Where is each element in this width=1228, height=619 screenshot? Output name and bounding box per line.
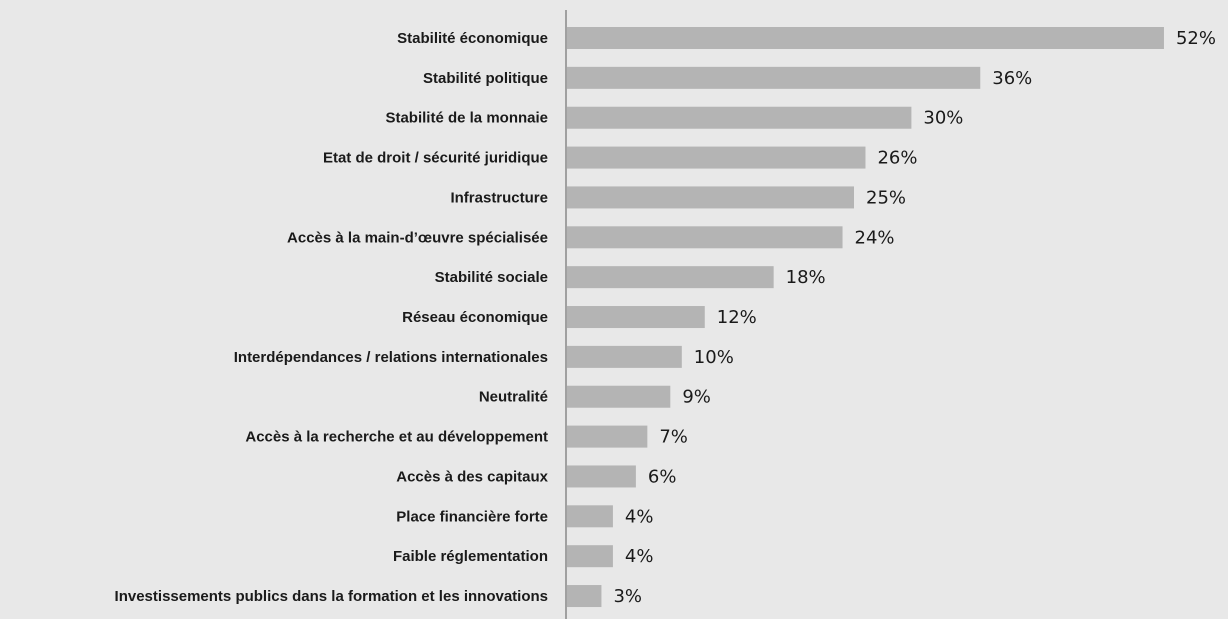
category-label: Stabilité économique xyxy=(397,30,548,47)
bar xyxy=(567,186,854,209)
bar xyxy=(567,266,774,289)
bar xyxy=(567,585,602,608)
bar xyxy=(567,345,682,368)
data-label: 3% xyxy=(613,586,642,607)
bar xyxy=(567,226,843,249)
data-label: 36% xyxy=(992,68,1032,89)
bar xyxy=(567,66,981,89)
category-label: Place financière forte xyxy=(396,508,548,525)
category-label: Infrastructure xyxy=(450,189,548,206)
data-label: 24% xyxy=(855,227,895,248)
category-label: Stabilité politique xyxy=(423,70,548,87)
category-label: Accès à la main-d’œuvre spécialisée xyxy=(287,229,548,246)
data-label: 30% xyxy=(923,108,963,129)
data-label: 25% xyxy=(866,187,906,208)
category-label: Réseau économique xyxy=(402,309,548,326)
category-label: Etat de droit / sécurité juridique xyxy=(323,150,548,167)
bar xyxy=(567,545,613,568)
category-label: Stabilité de la monnaie xyxy=(385,110,548,127)
bar xyxy=(567,27,1164,49)
bar xyxy=(567,146,866,169)
data-label: 7% xyxy=(659,427,688,448)
bar xyxy=(567,465,636,488)
category-label: Stabilité sociale xyxy=(435,269,548,286)
bar xyxy=(567,505,613,528)
category-label: Investissements publics dans la formatio… xyxy=(115,588,548,605)
data-label: 18% xyxy=(786,267,826,288)
bar xyxy=(567,306,705,329)
category-label: Accès à la recherche et au développement xyxy=(245,429,548,446)
data-label: 6% xyxy=(648,466,677,487)
bar xyxy=(567,106,912,129)
data-label: 26% xyxy=(877,148,917,169)
data-label: 4% xyxy=(625,506,654,527)
category-label: Faible réglementation xyxy=(393,548,548,565)
bar xyxy=(567,385,671,408)
data-label: 4% xyxy=(625,546,654,567)
category-label: Accès à des capitaux xyxy=(396,468,548,485)
data-label: 10% xyxy=(694,347,734,368)
data-label: 52% xyxy=(1176,28,1216,49)
bar xyxy=(567,425,648,448)
data-label: 9% xyxy=(682,387,711,408)
category-label: Interdépendances / relations internation… xyxy=(234,349,548,366)
data-label: 12% xyxy=(717,307,757,328)
category-label: Neutralité xyxy=(479,389,548,406)
